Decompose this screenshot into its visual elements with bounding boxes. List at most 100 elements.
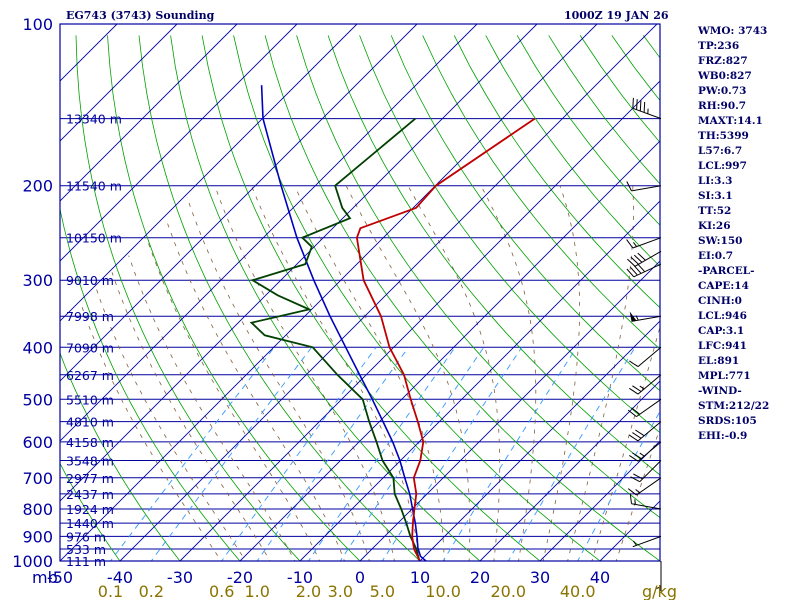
pressure-tick-label: 700	[22, 469, 53, 488]
barb-flag	[631, 407, 641, 415]
temperature-axis-labels: -50 -40 -30 -20 -10 0 10 20 30 40	[47, 568, 610, 587]
moist-adiabat-line	[542, 185, 580, 561]
mixing-ratio-line	[221, 347, 377, 561]
wind-barb	[627, 398, 662, 418]
height-label: 7090 m	[66, 340, 114, 355]
mixing-ratio-label: 0.2	[139, 582, 164, 600]
wind-barb	[629, 346, 662, 368]
station-title: EG743 (3743) Sounding	[66, 9, 215, 22]
mixing-ratio-label: 1.0	[244, 582, 269, 600]
wind-barb	[629, 311, 662, 322]
index-line: LI:3.3	[698, 175, 733, 187]
isotherm-line	[539, 440, 660, 561]
moist-adiabat-line	[165, 218, 345, 561]
dewpoint-trace	[249, 117, 421, 561]
barb-flag	[633, 254, 643, 263]
dry-adiabat-line	[107, 35, 361, 561]
barb-staff	[633, 263, 662, 278]
moist-adiabat-line	[591, 325, 660, 561]
dry-adiabat-line	[327, 35, 660, 476]
barb-staff	[632, 237, 662, 249]
index-line: FRZ:827	[698, 55, 748, 67]
barb-flag	[632, 385, 642, 392]
height-label: 4810 m	[66, 415, 114, 430]
barb-flag	[636, 99, 638, 110]
index-line: SW:150	[698, 235, 743, 247]
dry-adiabat-line	[485, 35, 660, 267]
wind-barb	[627, 477, 662, 496]
barb-flag	[633, 265, 642, 274]
pressure-tick-label: 200	[22, 177, 53, 196]
height-label: 2977 m	[66, 471, 114, 486]
mixing-ratio-label: 3.0	[328, 582, 353, 600]
index-line: SI:3.1	[698, 190, 733, 202]
barb-flag	[632, 452, 642, 460]
mixing-ratio-label: 0.6	[209, 582, 234, 600]
mixing-ratio-line	[339, 347, 485, 561]
height-label: 2437 m	[66, 487, 114, 502]
height-label: 533 m	[66, 542, 106, 557]
temperature-tick-label: 10	[410, 568, 430, 587]
isotherm-line	[60, 24, 358, 322]
isobar-grid	[60, 23, 660, 562]
barb-flag	[627, 488, 637, 496]
barb-staff	[631, 185, 662, 192]
moist-adiabat-line	[480, 185, 537, 561]
barb-flag	[627, 409, 637, 417]
barb-staff	[636, 477, 662, 496]
barb-flag	[629, 360, 639, 368]
index-line: MAXT:14.1	[698, 115, 763, 127]
temperature-tick-label: 20	[470, 568, 490, 587]
barb-pennant	[629, 311, 637, 322]
pressure-tick-label: 300	[22, 271, 53, 290]
mixing-ratio-line	[577, 410, 660, 561]
barb-staff	[637, 374, 662, 395]
isotherm-line	[479, 380, 660, 561]
height-label: 3548 m	[66, 454, 114, 469]
index-line: CINH:0	[698, 295, 742, 307]
dry-adiabat-line	[359, 35, 660, 434]
barb-flag	[629, 387, 639, 395]
dry-adiabat-line	[264, 35, 660, 561]
barb-half-flag	[635, 315, 639, 321]
barb-flag	[626, 268, 635, 278]
isotherm-line	[60, 24, 178, 142]
wind-barb	[655, 561, 662, 591]
mixing-ratio-line	[507, 347, 636, 561]
dry-adiabat-line	[201, 35, 541, 561]
moist-adiabat-line	[251, 185, 420, 561]
isotherm-line	[119, 24, 658, 561]
index-line: EI:0.7	[698, 250, 734, 262]
index-line: EHI:-0.9	[698, 430, 748, 442]
temperature-tick-label: -10	[287, 568, 313, 587]
pressure-tick-label: 100	[22, 15, 53, 34]
temperature-tick-label: -40	[107, 568, 133, 587]
isotherm-line	[60, 24, 478, 442]
barb-half-flag	[639, 452, 645, 457]
wind-barb	[627, 250, 662, 267]
height-label: 976 m	[66, 529, 106, 544]
temperature-tick-label: 0	[355, 568, 365, 587]
isotherm-line	[239, 140, 660, 561]
dry-adiabat-line	[138, 35, 421, 561]
wind-barb	[626, 237, 662, 249]
dry-adiabat-line	[390, 35, 660, 392]
pressure-tick-label: 500	[22, 390, 53, 409]
index-line: TH:5399	[698, 130, 749, 142]
wind-barb	[629, 493, 662, 510]
moist-adiabat-line	[128, 255, 296, 561]
barb-flag	[630, 256, 639, 265]
height-label: 111 m	[66, 554, 106, 569]
index-line: -WIND-	[698, 385, 742, 397]
barb-staff	[631, 315, 662, 322]
barb-flag	[630, 266, 638, 276]
barb-half-flag	[639, 385, 645, 390]
barb-staff	[637, 346, 662, 367]
barb-flag	[629, 434, 639, 442]
barb-flag	[632, 97, 634, 109]
barb-flag	[629, 493, 632, 504]
barb-flag	[627, 258, 636, 267]
temperature-trace	[355, 117, 536, 561]
wind-barb	[626, 181, 662, 192]
